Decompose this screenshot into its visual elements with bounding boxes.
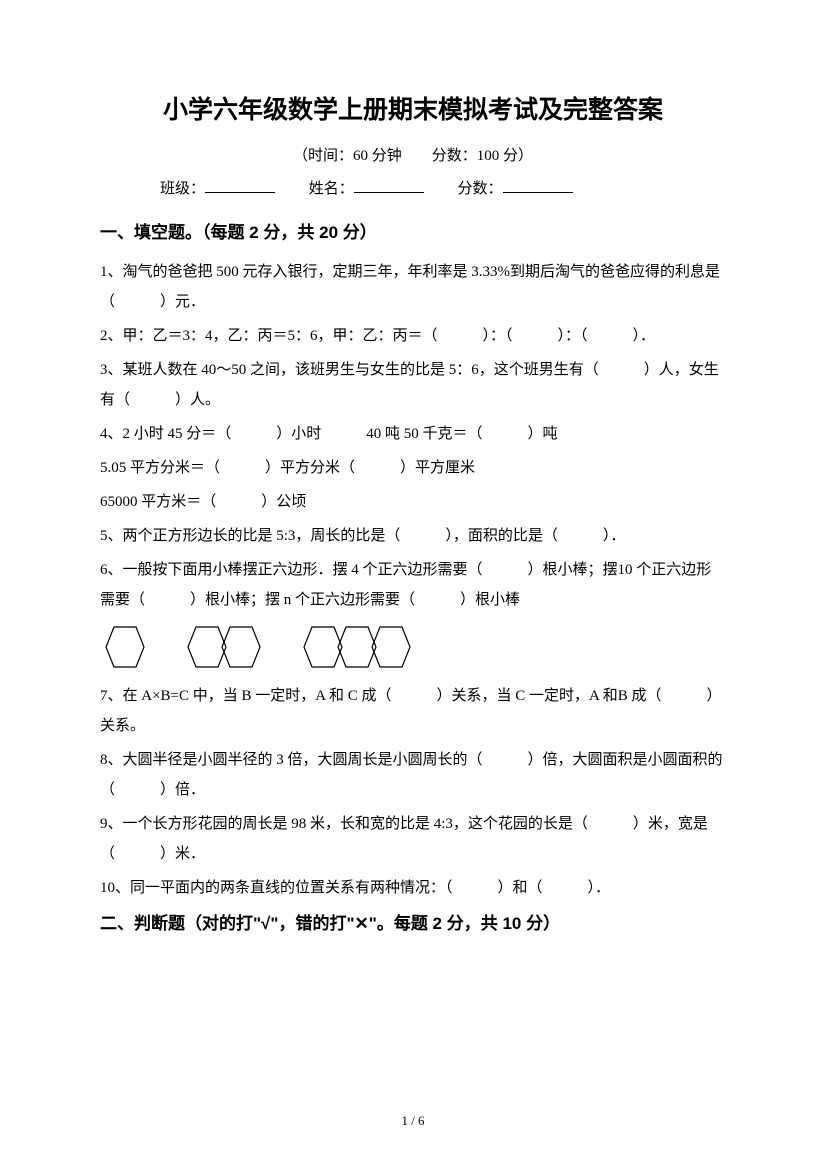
q3: 3、某班人数在 40～50 之间，该班男生与女生的比是 5：6，这个班男生有（ … <box>100 355 726 415</box>
hex-group-2 <box>186 623 262 671</box>
hexagon-diagram-row <box>100 623 726 671</box>
q7: 7、在 A×B=C 中，当 B 一定时，A 和 C 成（ ）关系，当 C 一定时… <box>100 681 726 741</box>
q4-line1: 4、2 小时 45 分＝（ ）小时 40 吨 50 千克＝（ ）吨 <box>100 419 726 449</box>
page-title: 小学六年级数学上册期末模拟考试及完整答案 <box>100 90 726 126</box>
q4-line2: 5.05 平方分米＝（ ）平方分米（ ）平方厘米 <box>100 453 726 483</box>
hexagon-icon <box>370 623 412 671</box>
q6: 6、一般按下面用小棒摆正六边形．摆 4 个正六边形需要（ ）根小棒；摆10 个正… <box>100 555 726 615</box>
name-blank <box>354 192 424 193</box>
q9: 9、一个长方形花园的周长是 98 米，长和宽的比是 4:3，这个花园的长是（ ）… <box>100 809 726 869</box>
q5: 5、两个正方形边长的比是 5:3，周长的比是（ ），面积的比是（ ）． <box>100 521 726 551</box>
score-label: 分数： <box>458 177 503 198</box>
section2-header: 二、判断题（对的打"√"，错的打"✕"。每题 2 分，共 10 分） <box>100 909 726 934</box>
score-blank <box>503 192 573 193</box>
page-number: 1 / 6 <box>401 1113 424 1129</box>
hexagon-icon <box>104 623 146 671</box>
subtitle: （时间：60 分钟 分数：100 分） <box>100 144 726 165</box>
name-label: 姓名： <box>309 177 354 198</box>
q8: 8、大圆半径是小圆半径的 3 倍，大圆周长是小圆周长的（ ）倍，大圆面积是小圆面… <box>100 745 726 805</box>
class-blank <box>205 192 275 193</box>
section1-header: 一、填空题。（每题 2 分，共 20 分） <box>100 218 726 243</box>
q4-line3: 65000 平方米＝（ ）公顷 <box>100 487 726 517</box>
hex-group-3 <box>302 623 412 671</box>
hex-group-1 <box>104 623 146 671</box>
q1: 1、淘气的爸爸把 500 元存入银行，定期三年，年利率是 3.33%到期后淘气的… <box>100 257 726 317</box>
q10: 10、同一平面内的两条直线的位置关系有两种情况：（ ）和（ ）． <box>100 873 726 903</box>
class-label: 班级： <box>160 177 205 198</box>
hexagon-icon <box>220 623 262 671</box>
student-info-line: 班级： 姓名： 分数： <box>100 177 726 198</box>
q2: 2、甲：乙＝3：4，乙：丙＝5：6，甲：乙：丙＝（ ）：（ ）：（ ）． <box>100 321 726 351</box>
